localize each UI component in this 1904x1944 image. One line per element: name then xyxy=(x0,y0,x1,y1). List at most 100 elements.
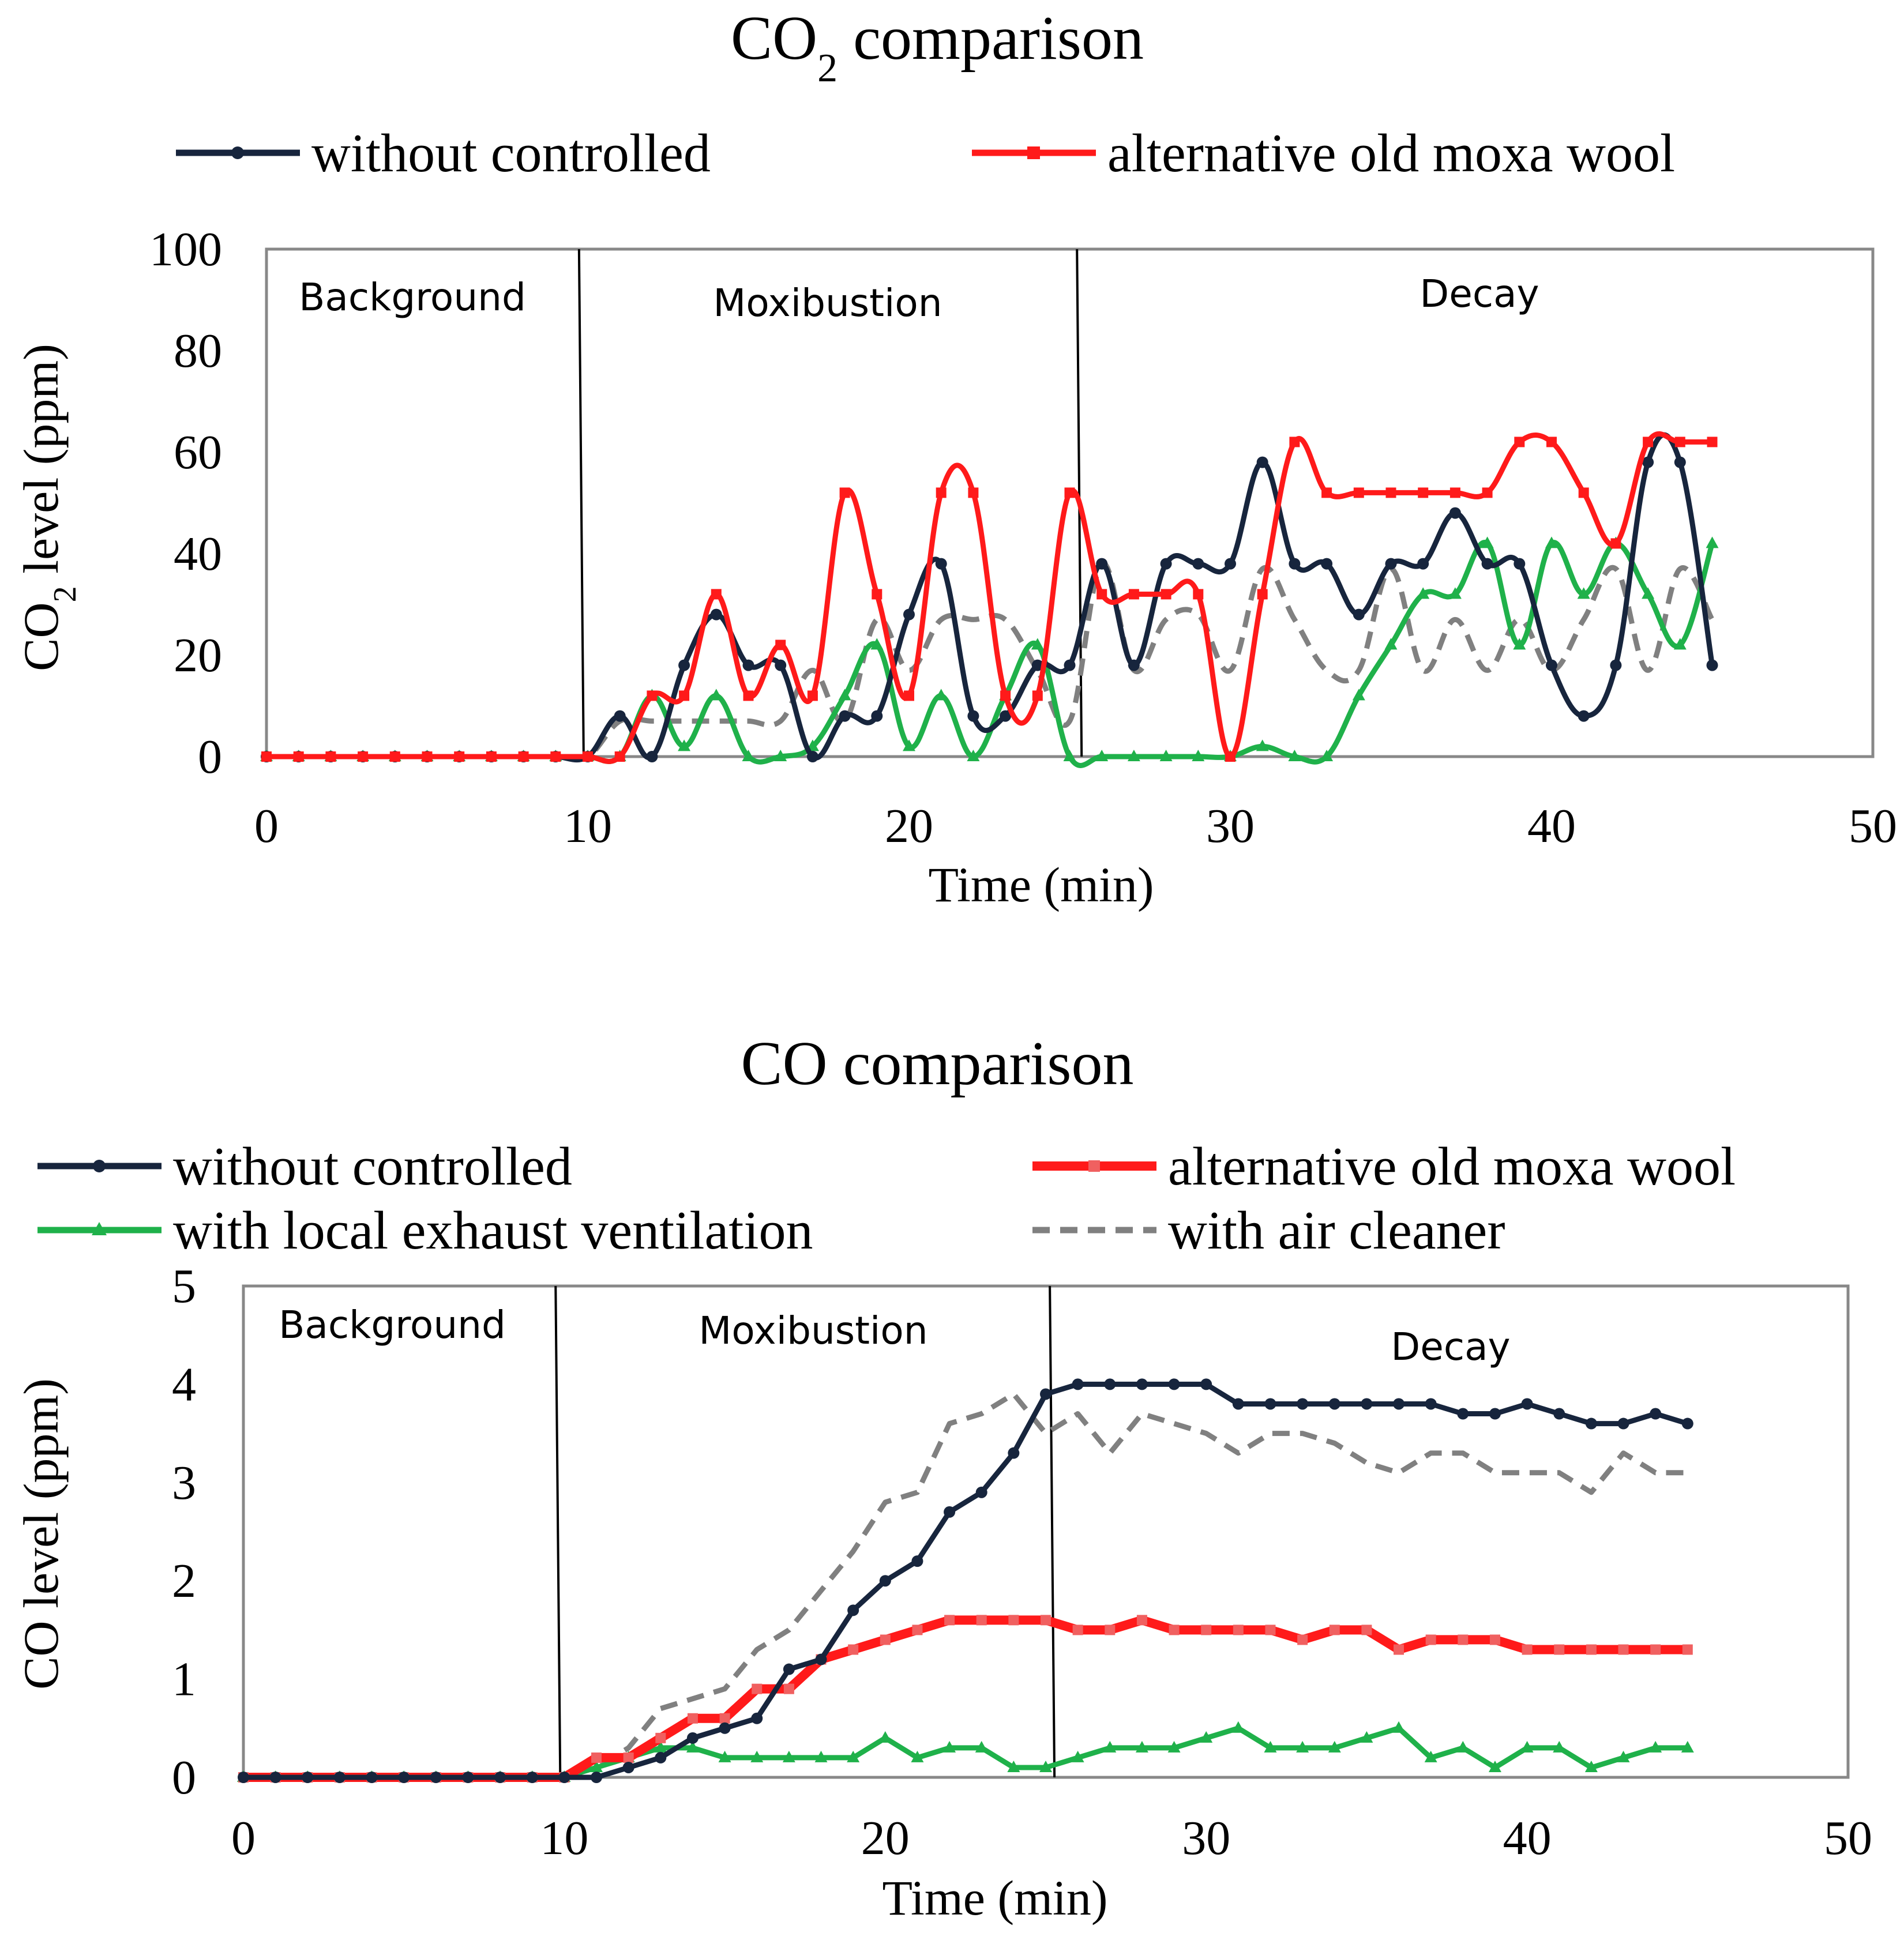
data-point xyxy=(1553,1408,1565,1420)
data-point xyxy=(1482,487,1493,498)
data-point xyxy=(583,751,593,762)
data-point xyxy=(454,751,465,762)
data-point xyxy=(1578,487,1589,498)
data-point xyxy=(1610,659,1622,671)
data-point xyxy=(975,1740,988,1753)
data-point xyxy=(1071,1750,1084,1762)
data-point xyxy=(1256,456,1268,468)
data-point xyxy=(1481,536,1494,548)
data-point xyxy=(1289,437,1300,448)
data-point xyxy=(742,659,754,671)
data-point xyxy=(494,1772,506,1783)
data-point xyxy=(1232,1398,1244,1410)
data-point xyxy=(302,1772,314,1783)
co-x-ticks: 0 10 20 30 40 50 xyxy=(231,1811,1872,1865)
series-air-cleaner xyxy=(243,1391,1688,1780)
data-point xyxy=(718,1750,731,1762)
data-point xyxy=(430,1772,442,1783)
data-point xyxy=(655,1751,667,1763)
data-point xyxy=(1521,1398,1533,1410)
data-point xyxy=(1650,1408,1662,1420)
co-chart: CO comparison without controlled alterna… xyxy=(13,1029,1872,1926)
y-tick-label: 80 xyxy=(174,324,222,378)
data-point xyxy=(1514,558,1526,570)
data-point xyxy=(1128,589,1139,600)
co-x-axis-label: Time (min) xyxy=(882,1870,1107,1926)
co-phase-decay: Decay xyxy=(1391,1325,1510,1369)
data-point xyxy=(238,1772,249,1783)
co-legend-item-air-cleaner: with air cleaner xyxy=(1032,1201,1505,1261)
data-point xyxy=(1649,1740,1662,1753)
data-point xyxy=(1231,1721,1245,1733)
data-point xyxy=(1610,538,1621,549)
data-point xyxy=(935,558,947,570)
data-point xyxy=(1008,1447,1020,1459)
co2-legend-item-old-moxa: alternative old moxa wool xyxy=(972,123,1675,183)
data-point xyxy=(878,1731,892,1743)
data-point xyxy=(1584,1760,1598,1772)
co-chart-title: CO comparison xyxy=(741,1029,1134,1098)
y-tick-label: 40 xyxy=(174,527,222,581)
data-point xyxy=(1264,1740,1277,1753)
co-phase-moxibustion: Moxibustion xyxy=(698,1308,927,1353)
data-point xyxy=(711,589,722,600)
data-point xyxy=(678,659,690,671)
data-point xyxy=(1169,1625,1180,1635)
data-point xyxy=(1554,1644,1565,1655)
data-point xyxy=(1457,1408,1469,1420)
data-point xyxy=(775,640,786,650)
data-point xyxy=(1321,487,1332,498)
data-point xyxy=(1360,1731,1373,1743)
series-line xyxy=(264,431,1715,764)
data-point xyxy=(847,1750,860,1762)
co2-phase-decay: Decay xyxy=(1419,272,1539,316)
series-without xyxy=(238,1378,1693,1783)
data-point xyxy=(782,1750,795,1762)
data-point xyxy=(944,1615,955,1626)
phase-divider-line xyxy=(1049,1285,1056,1778)
data-point xyxy=(366,1772,378,1783)
data-point xyxy=(1392,1721,1406,1733)
data-point xyxy=(1161,589,1171,600)
data-point xyxy=(1577,587,1590,599)
data-point xyxy=(936,487,947,498)
data-point xyxy=(1225,751,1235,762)
data-point xyxy=(1514,437,1525,448)
x-tick-label: 0 xyxy=(231,1811,256,1865)
legend-marker-old-moxa xyxy=(1088,1160,1100,1172)
data-point xyxy=(1096,589,1107,600)
data-point xyxy=(1449,487,1460,498)
data-point xyxy=(647,690,658,701)
data-point xyxy=(325,751,336,762)
y-tick-label: 20 xyxy=(174,629,222,682)
co2-chart: CO2 comparison without controlled altern… xyxy=(13,4,1897,912)
data-point xyxy=(911,1555,923,1567)
data-point xyxy=(847,1604,859,1616)
data-point xyxy=(838,689,851,701)
co2-phase-background: Background xyxy=(299,275,526,319)
data-point xyxy=(558,1772,570,1783)
data-point xyxy=(590,1760,603,1772)
data-point xyxy=(1160,558,1172,570)
data-point xyxy=(679,690,690,701)
data-point xyxy=(526,1772,538,1783)
data-point xyxy=(943,1740,956,1753)
data-point xyxy=(903,739,915,751)
data-point xyxy=(743,690,754,701)
x-tick-label: 50 xyxy=(1849,799,1897,853)
data-point xyxy=(1394,1644,1404,1655)
data-point xyxy=(1289,558,1301,570)
y-tick-label: 1 xyxy=(172,1653,196,1706)
data-point xyxy=(462,1772,474,1783)
data-point xyxy=(1105,1625,1116,1635)
data-point xyxy=(1706,659,1718,671)
legend-label-air-cleaner: with air cleaner xyxy=(1168,1201,1505,1261)
data-point xyxy=(1385,558,1397,570)
data-point xyxy=(1546,659,1557,671)
co-legend-item-ventilation: with local exhaust ventilation xyxy=(37,1201,813,1261)
data-point xyxy=(1361,1398,1373,1410)
data-point xyxy=(1546,437,1557,448)
data-point xyxy=(975,1486,987,1498)
x-tick-label: 40 xyxy=(1503,1811,1552,1865)
co2-x-ticks: 0 10 20 30 40 50 xyxy=(254,799,1897,853)
